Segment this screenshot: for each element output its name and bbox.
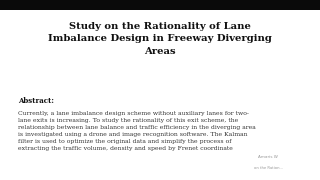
Text: on the Ration...: on the Ration... xyxy=(254,166,284,170)
Bar xyxy=(0,0,320,10)
Text: Currently, a lane imbalance design scheme without auxiliary lanes for two-
lane : Currently, a lane imbalance design schem… xyxy=(18,111,255,151)
Text: Study on the Rationality of Lane
Imbalance Design in Freeway Diverging
Areas: Study on the Rationality of Lane Imbalan… xyxy=(48,22,272,56)
Text: Abstract:: Abstract: xyxy=(18,97,54,105)
Text: Amaris W: Amaris W xyxy=(258,155,277,159)
